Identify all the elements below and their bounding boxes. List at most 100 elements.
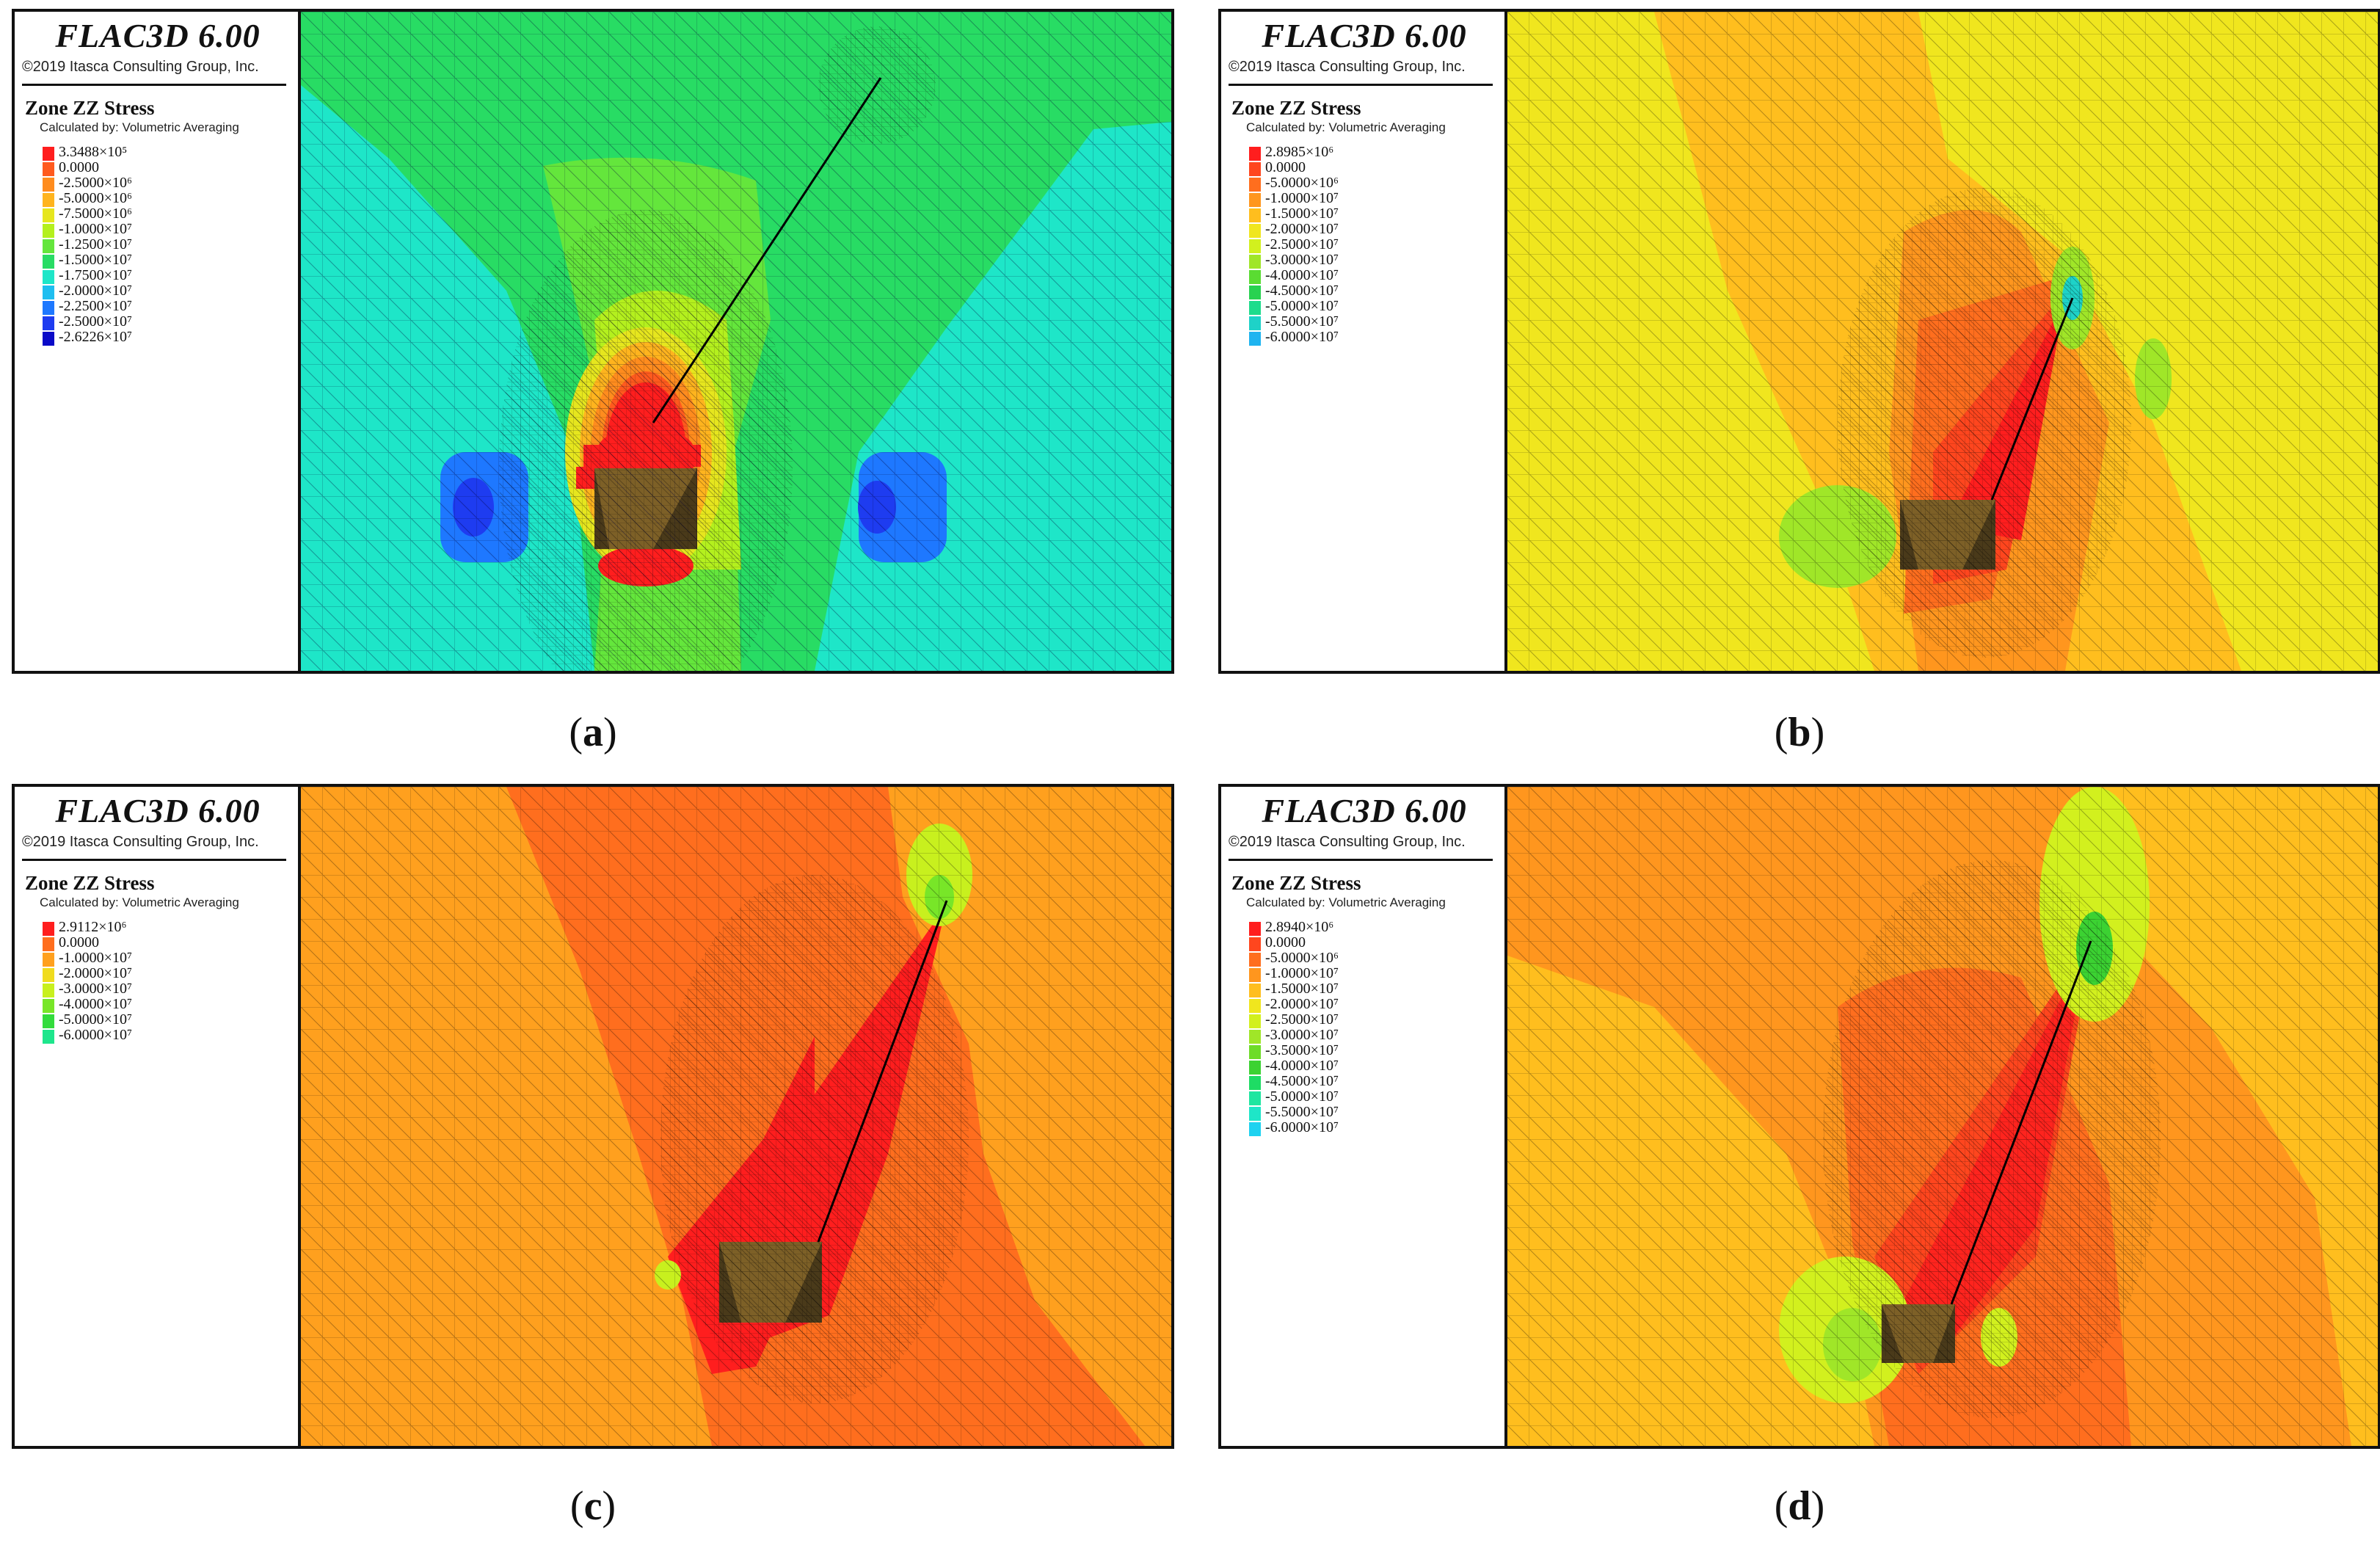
legend-swatch bbox=[1249, 1030, 1261, 1044]
legend-swatch bbox=[1249, 286, 1261, 299]
stress-contour-plot bbox=[301, 12, 1171, 671]
legend-value: 0.0000 bbox=[59, 159, 99, 175]
legend-swatch bbox=[43, 968, 54, 982]
legend-value: -1.5000×10⁷ bbox=[1265, 981, 1339, 997]
software-title: FLAC3D 6.00 bbox=[55, 792, 261, 829]
legend-value: 0.0000 bbox=[59, 934, 99, 950]
legend-swatch bbox=[43, 286, 54, 299]
contour-image bbox=[301, 787, 1171, 1446]
legend-swatch bbox=[1249, 255, 1261, 269]
contour-panel-c: FLAC3D 6.00 ©2019 Itasca Consulting Grou… bbox=[12, 784, 1174, 1449]
legend-value: -1.2500×10⁷ bbox=[59, 236, 132, 252]
legend-value: -1.5000×10⁷ bbox=[59, 252, 132, 268]
legend-value: 2.9112×10⁶ bbox=[59, 919, 127, 935]
legend-value: -3.0000×10⁷ bbox=[1265, 252, 1339, 268]
legend-value: -5.0000×10⁷ bbox=[1265, 298, 1339, 314]
legend-value: -6.0000×10⁷ bbox=[1265, 1119, 1339, 1135]
caption-d: (d) bbox=[1774, 1483, 1825, 1529]
legend-swatch bbox=[43, 937, 54, 951]
legend-value: -2.5000×10⁶ bbox=[59, 175, 132, 191]
caption-c: (c) bbox=[569, 1483, 616, 1529]
legend-swatch bbox=[1249, 1076, 1261, 1090]
copyright-text: ©2019 Itasca Consulting Group, Inc. bbox=[1229, 834, 1466, 850]
legend-divider bbox=[22, 84, 286, 86]
legend-value: -2.0000×10⁷ bbox=[59, 965, 132, 981]
calculation-note: Calculated by: Volumetric Averaging bbox=[1246, 120, 1446, 134]
legend-value: -7.5000×10⁶ bbox=[59, 206, 132, 222]
legend-value: -5.0000×10⁷ bbox=[1265, 1088, 1339, 1105]
contour-image bbox=[1507, 787, 2378, 1446]
legend-swatch bbox=[43, 239, 54, 253]
legend-value: -5.5000×10⁷ bbox=[1265, 313, 1339, 330]
contour-panel-a: FLAC3D 6.00 ©2019 Itasca Consulting Grou… bbox=[12, 9, 1174, 674]
legend-value: -2.5000×10⁷ bbox=[59, 313, 132, 330]
legend-swatch bbox=[1249, 968, 1261, 982]
legend-value: -2.2500×10⁷ bbox=[59, 298, 132, 314]
legend-value: -1.0000×10⁷ bbox=[1265, 190, 1339, 206]
legend-swatch bbox=[1249, 270, 1261, 284]
caption-a: (a) bbox=[569, 710, 617, 755]
legend-swatch bbox=[43, 1030, 54, 1044]
legend-value: -5.5000×10⁷ bbox=[1265, 1104, 1339, 1120]
legend-swatch bbox=[1249, 147, 1261, 161]
legend-swatch bbox=[43, 162, 54, 176]
legend-value: -1.5000×10⁷ bbox=[1265, 206, 1339, 222]
legend-box: FLAC3D 6.00 ©2019 Itasca Consulting Grou… bbox=[1221, 12, 1507, 671]
legend-value: -5.0000×10⁷ bbox=[59, 1011, 132, 1028]
stress-contour-plot bbox=[1507, 787, 2378, 1446]
legend-swatch bbox=[1249, 1091, 1261, 1105]
legend-value: -2.0000×10⁷ bbox=[59, 283, 132, 299]
legend-value: 2.8940×10⁶ bbox=[1265, 919, 1334, 935]
software-title: FLAC3D 6.00 bbox=[55, 17, 261, 54]
legend-box: FLAC3D 6.00 ©2019 Itasca Consulting Grou… bbox=[15, 12, 301, 671]
legend-swatch bbox=[1249, 1045, 1261, 1059]
legend-value: 3.3488×10⁵ bbox=[59, 144, 128, 160]
legend-value: -5.0000×10⁶ bbox=[1265, 175, 1339, 191]
plot-name: Zone ZZ Stress bbox=[1231, 97, 1361, 119]
legend-value: -2.5000×10⁷ bbox=[1265, 1011, 1339, 1028]
legend-value: -4.5000×10⁷ bbox=[1265, 1073, 1339, 1089]
legend-value: -6.0000×10⁷ bbox=[1265, 329, 1339, 345]
legend-swatch bbox=[1249, 953, 1261, 967]
legend-swatch bbox=[43, 193, 54, 207]
copyright-text: ©2019 Itasca Consulting Group, Inc. bbox=[1229, 59, 1466, 75]
legend-value: -4.0000×10⁷ bbox=[1265, 1058, 1339, 1074]
legend-swatch bbox=[43, 178, 54, 192]
legend-value: -3.5000×10⁷ bbox=[1265, 1042, 1339, 1058]
legend-value: -5.0000×10⁶ bbox=[1265, 950, 1339, 966]
legend-swatch bbox=[1249, 332, 1261, 346]
legend-value: -1.0000×10⁷ bbox=[59, 950, 132, 966]
calculation-note: Calculated by: Volumetric Averaging bbox=[40, 895, 239, 909]
legend-swatch bbox=[1249, 178, 1261, 192]
legend-value: -6.0000×10⁷ bbox=[59, 1027, 132, 1043]
legend-swatch bbox=[1249, 193, 1261, 207]
plot-name: Zone ZZ Stress bbox=[1231, 872, 1361, 894]
legend-swatch bbox=[43, 224, 54, 238]
legend-swatch bbox=[1249, 1122, 1261, 1136]
stress-contour-plot bbox=[1507, 12, 2378, 671]
legend-value: -1.7500×10⁷ bbox=[59, 267, 132, 283]
legend-swatch bbox=[1249, 984, 1261, 997]
legend-swatch bbox=[1249, 1061, 1261, 1075]
legend-swatch bbox=[1249, 937, 1261, 951]
legend-value: 0.0000 bbox=[1265, 159, 1306, 175]
software-title: FLAC3D 6.00 bbox=[1262, 17, 1467, 54]
legend-value: -3.0000×10⁷ bbox=[59, 981, 132, 997]
caption-b: (b) bbox=[1774, 710, 1825, 755]
copyright-text: ©2019 Itasca Consulting Group, Inc. bbox=[22, 59, 259, 75]
legend-value: -1.0000×10⁷ bbox=[1265, 965, 1339, 981]
legend-value: -2.0000×10⁷ bbox=[1265, 996, 1339, 1012]
software-title: FLAC3D 6.00 bbox=[1262, 792, 1467, 829]
legend-value: -4.0000×10⁷ bbox=[59, 996, 132, 1012]
legend-swatch bbox=[1249, 162, 1261, 176]
copyright-text: ©2019 Itasca Consulting Group, Inc. bbox=[22, 834, 259, 850]
legend-divider bbox=[1229, 859, 1493, 861]
stress-contour-plot bbox=[301, 787, 1171, 1446]
legend-swatch bbox=[43, 270, 54, 284]
legend-value: -2.5000×10⁷ bbox=[1265, 236, 1339, 252]
legend-swatch bbox=[43, 922, 54, 936]
legend-swatch bbox=[43, 999, 54, 1013]
legend-value: -2.0000×10⁷ bbox=[1265, 221, 1339, 237]
legend-swatch bbox=[43, 301, 54, 315]
legend-swatch bbox=[1249, 301, 1261, 315]
